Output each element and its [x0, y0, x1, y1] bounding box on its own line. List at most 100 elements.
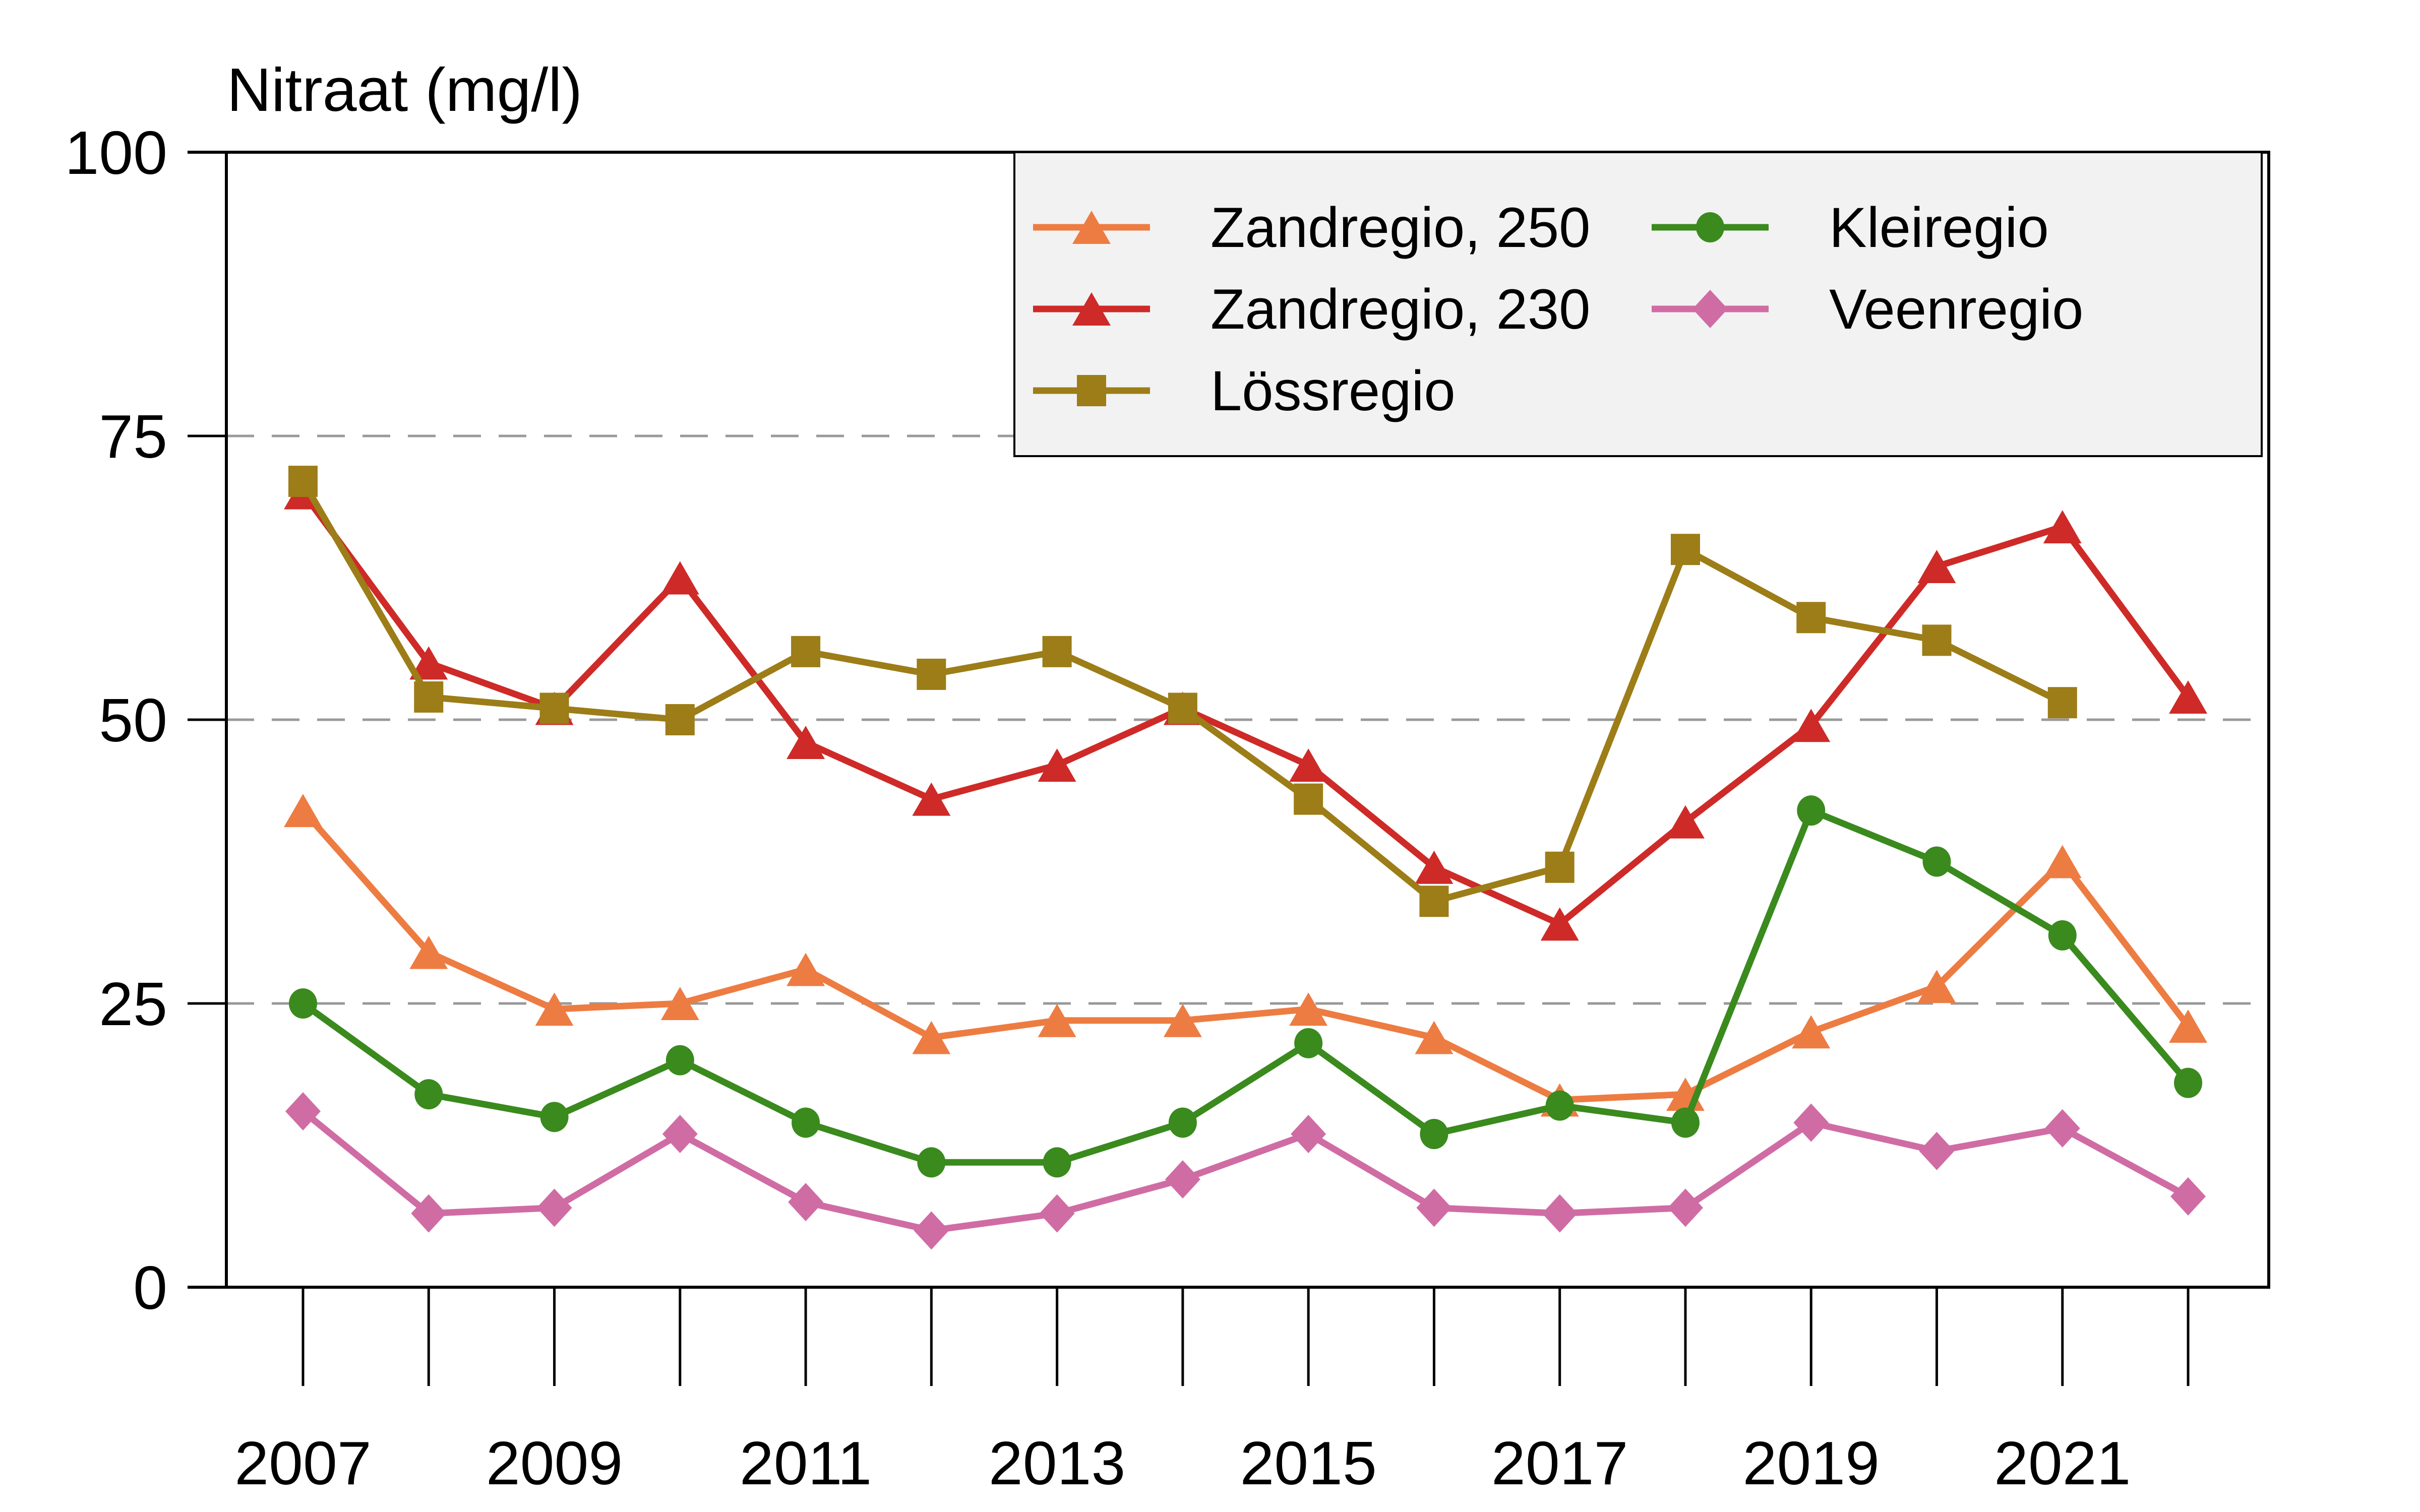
- marker-l-ssregio-2009: [539, 692, 569, 724]
- marker-veenregio-2022: [2170, 1177, 2206, 1216]
- legend-triangle-icon: [1033, 211, 1150, 244]
- marker-veenregio-2016: [1416, 1188, 1452, 1227]
- marker-l-ssregio-2021: [2047, 687, 2077, 719]
- marker-veenregio-2014: [1165, 1160, 1200, 1199]
- marker-veenregio-2020: [1919, 1131, 1955, 1170]
- marker-veenregio-2011: [788, 1183, 824, 1222]
- marker-zandregio-250-2015: [1289, 992, 1328, 1026]
- marker-zandregio-230-2011: [786, 726, 825, 760]
- marker-kleiregio-2017: [1545, 1090, 1574, 1121]
- y-axis-label-75: 75: [99, 402, 167, 471]
- marker-veenregio-2007: [285, 1092, 321, 1130]
- marker-veenregio-2017: [1542, 1194, 1578, 1233]
- y-axis-label-100: 100: [65, 118, 167, 187]
- marker-zandregio-250-2007: [284, 794, 322, 828]
- marker-kleiregio-2020: [1922, 846, 1951, 877]
- marker-veenregio-2010: [662, 1114, 698, 1153]
- legend-triangle-icon: [1033, 292, 1150, 326]
- marker-zandregio-230-2021: [2043, 510, 2082, 544]
- marker-zandregio-230-2008: [409, 646, 448, 680]
- x-axis-label-2015: 2015: [1240, 1429, 1376, 1497]
- marker-kleiregio-2011: [792, 1107, 820, 1138]
- marker-zandregio-230-2016: [1415, 850, 1454, 884]
- marker-zandregio-250-2022: [2169, 1010, 2208, 1043]
- marker-kleiregio-2010: [666, 1045, 694, 1076]
- x-axis-label-2009: 2009: [486, 1429, 623, 1497]
- marker-veenregio-2008: [411, 1194, 447, 1233]
- legend-item-label: Zandregio, 230: [1211, 277, 1591, 341]
- marker-kleiregio-2013: [1043, 1147, 1071, 1178]
- legend: Zandregio, 250 Zandregio, 230 Lössregio Kle…: [1013, 151, 2263, 457]
- marker-veenregio-2009: [536, 1188, 572, 1227]
- marker-veenregio-2018: [1667, 1188, 1703, 1227]
- marker-zandregio-250-2013: [1038, 1003, 1076, 1037]
- marker-l-ssregio-2007: [288, 466, 318, 497]
- marker-veenregio-2021: [2044, 1109, 2080, 1148]
- marker-l-ssregio-2015: [1294, 783, 1323, 815]
- marker-kleiregio-2007: [289, 988, 317, 1019]
- series-line-zandregio-250: [300, 808, 2191, 1103]
- series-line-kleiregio: [301, 806, 2191, 1166]
- x-axis-label-2007: 2007: [234, 1429, 371, 1497]
- marker-l-ssregio-2016: [1419, 886, 1449, 917]
- marker-zandregio-250-2008: [409, 935, 448, 969]
- legend-item-kleiregio: Kleiregio: [1650, 195, 2049, 260]
- marker-zandregio-230-2022: [2169, 680, 2208, 714]
- marker-zandregio-250-2011: [786, 953, 825, 986]
- marker-kleiregio-2009: [540, 1102, 569, 1132]
- marker-zandregio-230-2015: [1289, 748, 1328, 782]
- marker-l-ssregio-2017: [1545, 851, 1575, 883]
- marker-zandregio-230-2013: [1038, 748, 1076, 782]
- marker-l-ssregio-2018: [1670, 534, 1700, 565]
- series-line-zandregio-230: [300, 490, 2191, 928]
- marker-l-ssregio-2019: [1796, 602, 1826, 634]
- y-axis-label-25: 25: [99, 970, 167, 1038]
- legend-circle-icon: [1652, 212, 1769, 242]
- marker-zandregio-230-2010: [660, 561, 699, 595]
- marker-zandregio-250-2019: [1792, 1015, 1831, 1049]
- x-axis-label-2019: 2019: [1743, 1429, 1880, 1497]
- marker-veenregio-2012: [914, 1211, 949, 1250]
- y-axis-label-0: 0: [133, 1253, 167, 1322]
- marker-zandregio-250-2021: [2043, 845, 2082, 878]
- marker-zandregio-230-2012: [912, 782, 951, 816]
- marker-kleiregio-2019: [1797, 795, 1826, 826]
- marker-veenregio-2015: [1291, 1114, 1326, 1153]
- marker-l-ssregio-2013: [1042, 636, 1072, 667]
- marker-zandregio-250-2014: [1163, 1003, 1202, 1037]
- marker-kleiregio-2016: [1420, 1118, 1448, 1149]
- marker-zandregio-230-2018: [1666, 805, 1705, 839]
- legend-item-l-ssregio: Lössregio: [1031, 358, 1456, 423]
- legend-diamond-icon: [1652, 290, 1769, 328]
- x-axis-label-2021: 2021: [1994, 1429, 2131, 1497]
- marker-zandregio-230-2020: [1917, 549, 1956, 583]
- marker-kleiregio-2022: [2174, 1067, 2203, 1098]
- legend-item-zandregio-230: Zandregio, 230: [1031, 276, 1590, 342]
- marker-zandregio-250-2020: [1917, 970, 1956, 1003]
- x-axis-label-2013: 2013: [989, 1429, 1125, 1497]
- marker-zandregio-250-2016: [1415, 1021, 1454, 1054]
- marker-zandregio-250-2010: [660, 987, 699, 1020]
- marker-l-ssregio-2008: [414, 681, 444, 713]
- marker-l-ssregio-2010: [665, 704, 695, 735]
- marker-kleiregio-2021: [2048, 920, 2077, 951]
- marker-zandregio-230-2019: [1792, 709, 1831, 742]
- legend-square-icon: [1033, 375, 1150, 406]
- legend-item-label: Kleiregio: [1829, 196, 2049, 259]
- legend-item-label: Zandregio, 250: [1211, 196, 1591, 259]
- marker-veenregio-2013: [1039, 1194, 1075, 1233]
- marker-l-ssregio-2020: [1922, 624, 1952, 656]
- legend-item-label: Lössregio: [1211, 359, 1456, 422]
- marker-zandregio-230-2017: [1540, 907, 1579, 941]
- series-line-veenregio: [300, 1108, 2190, 1234]
- chart-title: Nitraat (mg/l): [227, 55, 582, 124]
- x-axis-label-2011: 2011: [740, 1429, 872, 1497]
- legend-item-label: Veenregio: [1829, 277, 2084, 341]
- legend-item-zandregio-250: Zandregio, 250: [1031, 195, 1590, 260]
- marker-kleiregio-2015: [1294, 1028, 1323, 1058]
- marker-zandregio-250-2009: [535, 992, 574, 1026]
- marker-kleiregio-2018: [1671, 1107, 1700, 1138]
- marker-l-ssregio-2014: [1168, 692, 1197, 724]
